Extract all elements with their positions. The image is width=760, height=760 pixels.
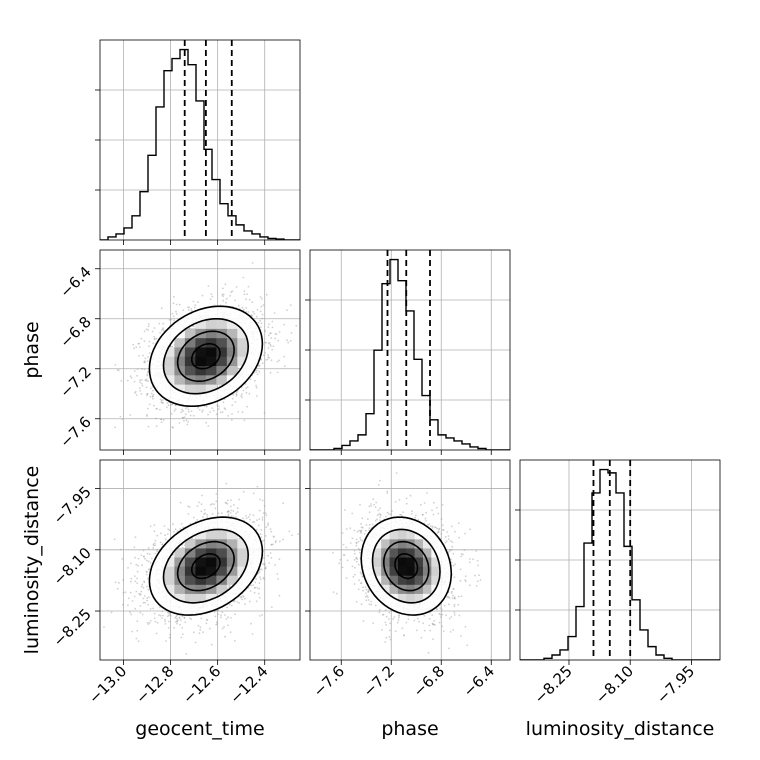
xlabel-geocent-time: geocent_time [135, 718, 264, 740]
joint-phase-vs-luminosity-distance-content [310, 460, 510, 660]
joint-geocent-time-vs-luminosity-distance-content [100, 460, 300, 660]
hist-geocent-time [95, 39, 301, 245]
hist-geocent-time-content [100, 40, 300, 240]
hist-luminosity-distance-content [520, 460, 720, 660]
joint-geocent-time-vs-phase-outer-band [149, 306, 263, 407]
joint-geocent-time-vs-luminosity-distance-contour-2 [162, 528, 250, 604]
hist-luminosity-distance-steps [520, 468, 720, 660]
joint-geocent-time-vs-luminosity-distance-contour-1 [176, 540, 235, 592]
hist-phase-content [310, 250, 510, 450]
joint-geocent-time-vs-luminosity-distance-contour-0 [191, 553, 221, 580]
joint-phase-vs-luminosity-distance-contour-3 [360, 516, 453, 616]
joint-geocent-time-vs-phase-contour-3 [148, 305, 264, 407]
hist-phase [305, 249, 511, 455]
joint-geocent-time-vs-phase-contour-2 [162, 318, 250, 395]
joint-geocent-time-vs-phase-frame [99, 249, 301, 451]
joint-geocent-time-vs-luminosity-distance-contour-3 [148, 516, 264, 616]
joint-geocent-time-vs-luminosity-distance-outer-band [149, 517, 263, 616]
joint-geocent-time-vs-phase-content [100, 250, 300, 450]
joint-phase-vs-luminosity-distance-contour-2 [371, 528, 441, 604]
hist-geocent-time-steps [100, 48, 300, 240]
joint-phase-vs-luminosity-distance-contour-0 [394, 553, 419, 580]
xlabel-phase: phase [381, 718, 438, 740]
ylabel-luminosity-distance: luminosity_distance [21, 466, 43, 655]
xlabel-luminosity-distance: luminosity_distance [526, 718, 715, 740]
joint-geocent-time-vs-phase-contour-0 [191, 343, 221, 370]
joint-geocent-time-vs-luminosity-distance-density [163, 529, 249, 604]
hist-phase-steps [310, 258, 510, 450]
joint-geocent-time-vs-luminosity-distance-frame [99, 459, 301, 661]
axis-labels: geocent_time phase luminosity_distancephas… [21, 321, 714, 740]
ylabel-phase: phase [21, 321, 43, 378]
joint-phase-vs-luminosity-distance-contour-1 [382, 540, 430, 592]
joint-phase-vs-luminosity-distance-frame [309, 459, 511, 661]
joint-geocent-time-vs-phase-contour-1 [176, 330, 235, 382]
